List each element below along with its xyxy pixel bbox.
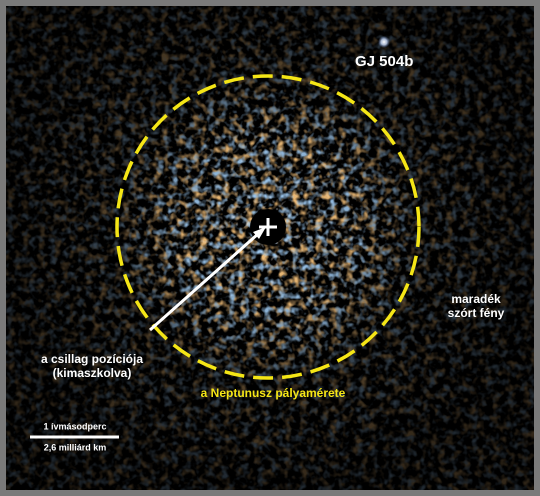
planet-label: GJ 504b <box>355 53 413 70</box>
pointer-head <box>253 227 266 239</box>
scattered-light-label: szórt fény <box>448 306 505 320</box>
scattered-light-label: maradék <box>451 292 501 306</box>
orbit-circle <box>115 74 421 380</box>
scale-bottom-label: 2,6 milliárd km <box>44 442 107 452</box>
star-cross <box>259 218 277 236</box>
star-position-label: (kimaszkolva) <box>53 366 132 380</box>
core-speckle <box>6 6 534 490</box>
pointer-line <box>149 232 259 332</box>
planet-dot <box>378 36 390 48</box>
star-position-label: a csillag pozíciója <box>41 352 143 366</box>
scale-top-label: 1 ívmásodperc <box>43 421 106 431</box>
orbit-label: a Neptunusz pályamérete <box>201 386 346 400</box>
